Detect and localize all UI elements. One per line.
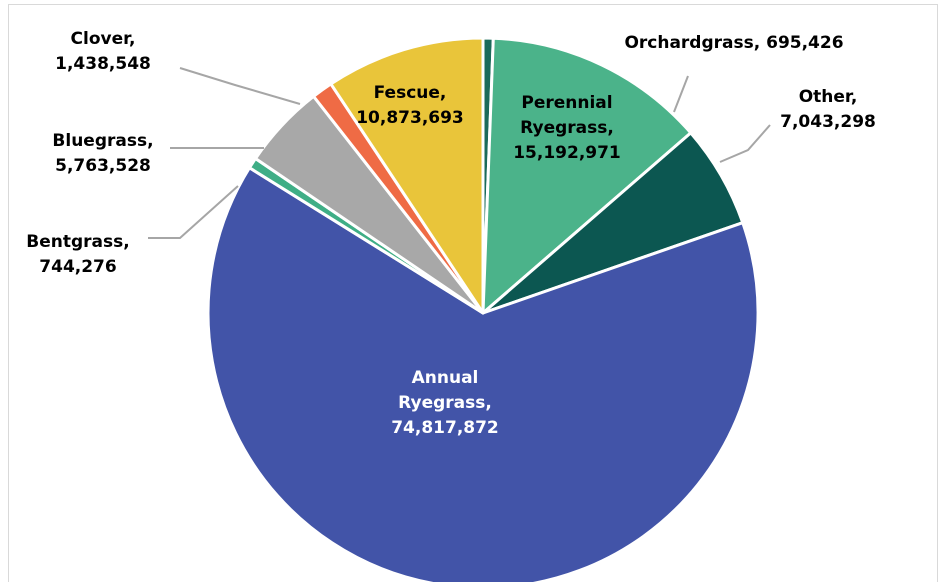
data-label-line: 7,043,298 <box>780 112 876 132</box>
pie-slice-fescue <box>329 36 485 315</box>
data-label-line: 744,276 <box>39 257 116 277</box>
data-label-other: Other, 7,043,298 <box>780 87 876 132</box>
data-label-line: 74,817,872 <box>391 418 499 438</box>
data-label-clover: Clover, 1,438,548 <box>55 29 151 74</box>
leader-line-clover <box>179 67 301 105</box>
data-labels: Orchardgrass, 695,426 Perennial Ryegrass, 1… <box>26 29 876 438</box>
chart-frame <box>8 4 938 582</box>
data-label-bluegrass: Bluegrass, 5,763,528 <box>52 131 153 176</box>
data-label-line: Bluegrass, <box>52 131 153 151</box>
data-label-line: Clover, <box>71 29 136 49</box>
data-label-annual-ryegrass: Annual Ryegrass, 74,817,872 <box>391 368 499 438</box>
data-label-line: Ryegrass, <box>398 393 492 413</box>
data-label-line: Other, <box>799 87 858 107</box>
leader-line-other <box>719 124 771 163</box>
data-label-line: 10,873,693 <box>356 108 464 128</box>
data-label-line: Fescue, <box>374 83 447 103</box>
data-label-line: 5,763,528 <box>55 156 151 176</box>
leader-line-bentgrass <box>148 185 239 239</box>
data-label-line: Ryegrass, <box>520 118 614 138</box>
data-label-perennial-ryegrass: Perennial Ryegrass, 15,192,971 <box>513 93 621 163</box>
data-label-line: 15,192,971 <box>513 143 621 163</box>
data-label-line: Orchardgrass, 695,426 <box>624 33 843 53</box>
data-label-line: Annual <box>412 368 479 388</box>
data-label-line: Perennial <box>521 93 612 113</box>
leader-line-orchardgrass <box>673 75 689 113</box>
data-label-fescue: Fescue, 10,873,693 <box>356 83 464 128</box>
data-label-line: Bentgrass, <box>26 232 129 252</box>
leader-lines <box>148 67 771 239</box>
data-label-bentgrass: Bentgrass, 744,276 <box>26 232 129 277</box>
pie-slice-annual-ryegrass <box>206 166 760 582</box>
pie-slices <box>206 36 760 582</box>
data-label-line: 1,438,548 <box>55 54 151 74</box>
data-label-orchardgrass: Orchardgrass, 695,426 <box>624 33 843 53</box>
pie-slice-perennial-ryegrass <box>481 36 693 315</box>
